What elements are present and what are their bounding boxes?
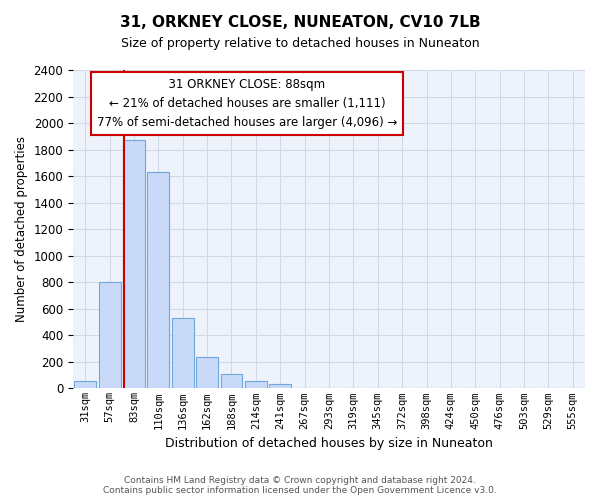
Text: 31, ORKNEY CLOSE, NUNEATON, CV10 7LB: 31, ORKNEY CLOSE, NUNEATON, CV10 7LB <box>119 15 481 30</box>
Bar <box>148 172 169 388</box>
X-axis label: Distribution of detached houses by size in Nuneaton: Distribution of detached houses by size … <box>165 437 493 450</box>
Bar <box>172 318 194 388</box>
Bar <box>74 381 96 388</box>
Bar <box>221 374 242 388</box>
Text: Size of property relative to detached houses in Nuneaton: Size of property relative to detached ho… <box>121 38 479 51</box>
Bar <box>123 140 145 388</box>
Bar <box>245 381 267 388</box>
Bar <box>269 384 291 388</box>
Text: Contains HM Land Registry data © Crown copyright and database right 2024.
Contai: Contains HM Land Registry data © Crown c… <box>103 476 497 495</box>
Text: 31 ORKNEY CLOSE: 88sqm  
← 21% of detached houses are smaller (1,111)
77% of sem: 31 ORKNEY CLOSE: 88sqm ← 21% of detached… <box>97 78 397 129</box>
Bar <box>98 282 121 389</box>
Bar <box>196 357 218 388</box>
Y-axis label: Number of detached properties: Number of detached properties <box>15 136 28 322</box>
